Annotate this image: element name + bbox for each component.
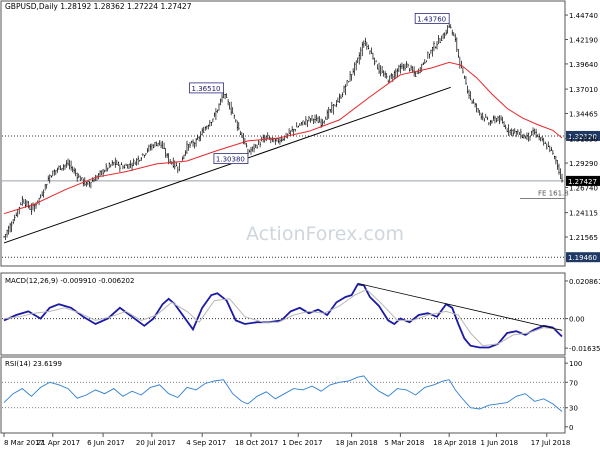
- level-badge-label: 1.27427: [568, 178, 597, 186]
- macd-y-tick-label: -0.016357: [569, 345, 600, 353]
- x-tick-label: 17 Jul 2018: [531, 439, 571, 447]
- level-badge-label: 1.32120: [568, 133, 597, 141]
- macd-header: MACD(12,26,9) -0.009910 -0.006202: [5, 277, 134, 285]
- level-badge: [566, 130, 600, 141]
- rsi-y-tick-label: 0: [569, 424, 573, 432]
- price-y-tick-label: 1.21565: [569, 234, 598, 242]
- fe-label: FE 161.8: [538, 190, 569, 198]
- macd-y-tick-label: 0.00: [569, 316, 585, 324]
- rsi-series-group: [2, 375, 565, 412]
- macd-signal-line: [3, 289, 563, 347]
- price-y-tick-label: 1.31830: [569, 136, 598, 144]
- annotation-label: 1.30380: [216, 156, 245, 164]
- price-y-tick-label: 1.44740: [569, 12, 598, 20]
- price-y-tick-label: 1.26740: [569, 184, 598, 192]
- annotation-box: [213, 153, 249, 165]
- macd-y-tick-label: 0.020861: [569, 278, 600, 286]
- x-tick-label: 1 Jun 2018: [480, 439, 518, 447]
- price-y-tick-label: 1.24115: [569, 210, 598, 218]
- x-tick-label: 18 Jan 2018: [336, 439, 378, 447]
- annotation-label: 1.36510: [192, 85, 221, 93]
- annotation-box: [189, 82, 224, 94]
- level-badge-label: 1.19460: [568, 254, 597, 262]
- rsi-header: RSI(14) 23.6199: [5, 360, 62, 368]
- x-tick-label: 6 Jun 2017: [87, 439, 125, 447]
- macd-panel: [0, 272, 566, 356]
- axes-group: 1.32120 1.27427 1.19460 1.44740 1.42190 1.396…: [3, 12, 600, 447]
- price-y-tick-label: 1.37010: [569, 86, 598, 94]
- x-tick-label: 5 Mar 2018: [384, 439, 424, 447]
- rsi-y-tick-label: 100: [569, 360, 582, 368]
- level-badge: [566, 252, 600, 263]
- x-tick-label: 1 Dec 2017: [282, 439, 322, 447]
- price-header: GBPUSD,Daily 1.28192 1.28362 1.27224 1.2…: [5, 2, 192, 11]
- price-series-group: FE 161.8 1.36510 1.30380 1.43760: [2, 13, 569, 258]
- annotation-box: [414, 13, 450, 24]
- watermark: ActionForex.com: [246, 223, 404, 245]
- annotation-label: 1.43760: [417, 15, 446, 23]
- x-tick-label: 18 Apr 2018: [433, 439, 476, 447]
- macd-series-group: [2, 283, 565, 349]
- price-panel: [0, 0, 566, 267]
- price-y-tick-label: 1.42190: [569, 36, 598, 44]
- x-tick-label: 8 Mar 2017: [4, 439, 44, 447]
- price-y-tick-label: 1.29290: [569, 160, 598, 168]
- price-trendline: [3, 86, 451, 244]
- rsi-y-tick-label: 30: [569, 405, 578, 413]
- x-tick-label: 21 Apr 2017: [37, 439, 80, 447]
- x-tick-label: 20 Jul 2017: [136, 439, 176, 447]
- x-tick-label: 18 Oct 2017: [235, 439, 278, 447]
- price-y-tick-label: 1.34465: [569, 110, 598, 118]
- moving-average-line: [3, 61, 563, 215]
- x-tick-label: 4 Sep 2017: [186, 439, 226, 447]
- macd-trendline: [357, 283, 563, 331]
- price-y-tick-label: 1.39640: [569, 61, 598, 69]
- level-badge: [566, 175, 600, 186]
- rsi-y-tick-label: 70: [569, 379, 578, 387]
- macd-line: [3, 283, 563, 349]
- rsi-line: [3, 375, 563, 412]
